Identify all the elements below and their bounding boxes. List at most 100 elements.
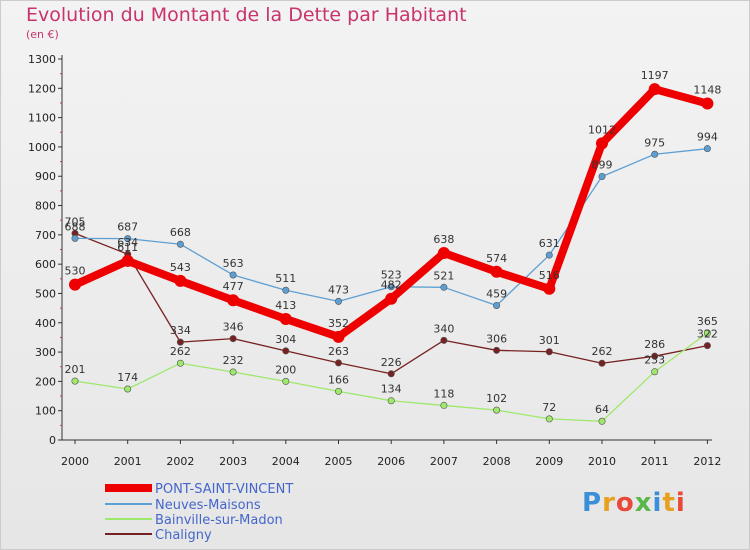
data-label: 611: [117, 241, 138, 254]
data-point: [440, 336, 448, 344]
y-tick-label: 600: [35, 258, 56, 271]
data-label: 668: [170, 226, 191, 239]
y-tick-label: 1000: [28, 141, 56, 154]
data-point: [124, 235, 132, 243]
data-point: [176, 338, 184, 346]
x-tick-label: 2006: [377, 455, 405, 468]
data-point: [387, 370, 395, 378]
data-point: [227, 294, 240, 307]
x-tick-label: 2002: [166, 455, 194, 468]
data-point: [596, 137, 608, 150]
data-label: 634: [117, 236, 138, 249]
chart-title: Evolution du Montant de la Dette par Hab…: [26, 4, 467, 26]
data-label: 201: [65, 363, 86, 376]
data-label: 334: [170, 324, 191, 337]
data-point: [174, 274, 187, 287]
data-label: 574: [486, 252, 507, 265]
data-point: [493, 406, 501, 414]
data-point: [124, 385, 132, 393]
x-tick-label: 2000: [61, 455, 89, 468]
data-label: 166: [328, 373, 349, 386]
data-label: 226: [381, 356, 402, 369]
data-label: 511: [275, 272, 296, 285]
data-label: 72: [542, 401, 556, 414]
data-label: 304: [275, 333, 296, 346]
data-label: 301: [539, 334, 560, 347]
y-tick-label: 0: [49, 434, 56, 447]
legend-label: Bainville-sur-Madon: [155, 513, 283, 528]
data-label: 459: [486, 287, 507, 300]
legend-label: Neuves-Maisons: [155, 498, 261, 513]
data-point: [703, 342, 711, 350]
data-label: 64: [595, 403, 609, 416]
data-label: 521: [433, 269, 454, 282]
data-label: 306: [486, 332, 507, 345]
x-tick-label: 2011: [641, 455, 669, 468]
data-label: 899: [592, 159, 613, 172]
data-label: 994: [697, 131, 718, 144]
data-point: [176, 240, 184, 248]
y-tick-label: 700: [35, 229, 56, 242]
data-point: [229, 335, 237, 343]
data-label: 523: [381, 269, 402, 282]
data-label: 631: [539, 237, 560, 250]
y-tick-label: 300: [35, 346, 56, 359]
x-tick-label: 2012: [693, 455, 721, 468]
x-tick-label: 2004: [272, 455, 300, 468]
chart-unit: (en €): [26, 28, 59, 41]
y-tick-label: 500: [35, 287, 56, 300]
data-point: [387, 283, 395, 291]
data-point: [282, 286, 290, 294]
data-point: [545, 251, 553, 259]
data-label: 1012: [588, 123, 616, 136]
data-label: 322: [697, 328, 718, 341]
x-tick-label: 2003: [219, 455, 247, 468]
data-point: [71, 234, 79, 242]
data-label: 482: [381, 279, 402, 292]
data-point: [334, 387, 342, 395]
y-tick-label: 200: [35, 375, 56, 388]
data-point: [490, 265, 503, 278]
data-label: 352: [328, 317, 349, 330]
y-tick-label: 1300: [28, 53, 56, 66]
data-label: 1148: [693, 84, 721, 97]
data-point: [598, 173, 606, 181]
data-point: [651, 352, 659, 360]
data-label: 102: [486, 392, 507, 405]
data-point: [229, 368, 237, 376]
data-label: 262: [170, 345, 191, 358]
data-label: 543: [170, 261, 191, 274]
data-point: [71, 377, 79, 385]
data-point: [493, 346, 501, 354]
data-point: [598, 417, 606, 425]
y-tick-label: 100: [35, 405, 56, 418]
data-label: 477: [223, 280, 244, 293]
data-label: 687: [117, 221, 138, 234]
data-label: 286: [644, 338, 665, 351]
data-label: 262: [592, 345, 613, 358]
y-tick-label: 900: [35, 170, 56, 183]
y-tick-label: 800: [35, 200, 56, 213]
data-label: 975: [644, 136, 665, 149]
data-label: 688: [65, 220, 86, 233]
data-label: 134: [381, 383, 402, 396]
x-tick-label: 2008: [483, 455, 511, 468]
data-label: 413: [275, 299, 296, 312]
x-tick-label: 2007: [430, 455, 458, 468]
data-point: [176, 359, 184, 367]
data-point: [334, 359, 342, 367]
data-label: 232: [223, 354, 244, 367]
data-point: [69, 278, 81, 291]
data-label: 563: [223, 257, 244, 270]
data-label: 340: [433, 322, 454, 335]
data-point: [543, 282, 556, 295]
data-label: 200: [275, 363, 296, 376]
data-point: [440, 401, 448, 409]
data-label: 516: [539, 269, 560, 282]
legend-label: Chaligny: [155, 528, 212, 543]
data-label: 705: [65, 215, 86, 228]
data-label: 473: [328, 283, 349, 296]
data-point: [648, 83, 661, 96]
